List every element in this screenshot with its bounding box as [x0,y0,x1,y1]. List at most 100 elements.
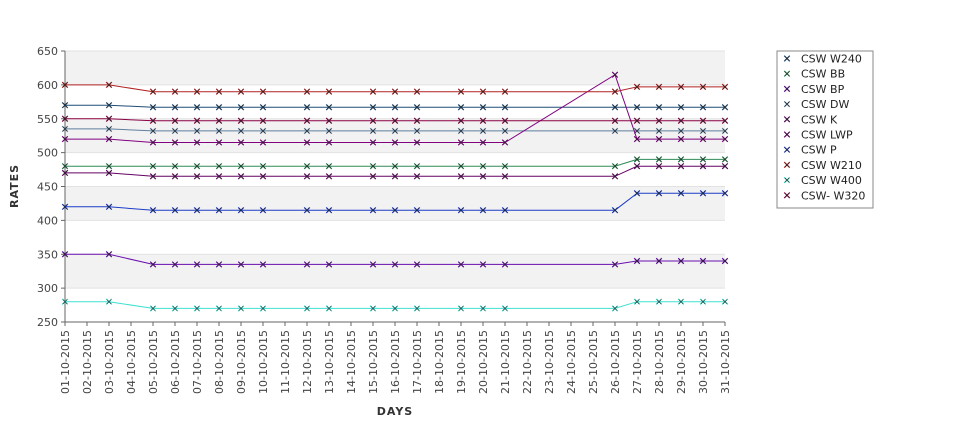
legend-item: CSW BP [783,83,845,96]
grid-band [65,51,725,85]
data-point [633,83,641,91]
data-point [721,156,729,163]
y-tick-label: 650 [37,45,58,58]
data-point [61,203,69,211]
data-point [237,117,245,125]
data-point [413,127,421,135]
data-point [325,104,333,111]
data-point [171,139,179,146]
data-point [61,135,69,143]
data-point [699,156,707,163]
data-point [215,305,223,312]
data-point [479,206,487,214]
data-point [149,127,157,135]
data-point [61,115,69,122]
grid-band [65,220,725,255]
data-point [501,127,509,135]
data-point [721,104,729,111]
data-point [215,261,223,268]
data-point [391,305,399,312]
x-tick-label: 26-10-2015 [609,330,622,394]
series-line [65,73,725,143]
data-point [655,190,663,197]
data-point [237,104,245,111]
legend-marker [783,85,791,93]
data-point [413,162,421,170]
data-point [611,162,619,170]
data-point [193,206,201,214]
data-point [61,251,69,258]
series-9 [61,115,729,125]
data-point [699,298,707,305]
data-point [721,117,729,125]
data-point [325,127,333,135]
data-point [611,88,619,95]
legend-label: CSW LWP [801,129,853,142]
data-point [677,162,685,170]
data-point [699,162,707,170]
series-2 [61,251,729,268]
data-point [369,305,377,312]
legend-label: CSW- W320 [801,189,865,202]
legend-marker [783,161,791,169]
data-point [237,139,245,146]
x-tick-label: 23-10-2015 [543,330,556,394]
data-point [479,261,487,268]
data-point [413,139,421,146]
data-point [149,206,157,214]
x-axis-label: DAYS [377,405,413,418]
legend-label: CSW DW [801,98,850,111]
data-point [61,101,69,109]
x-tick-label: 05-10-2015 [147,330,160,394]
data-point [699,104,707,111]
series-7 [61,81,729,95]
x-tick-labels: 01-10-2015 02-10-2015 03-10-2015 04-10-2015… [59,330,732,394]
series-6 [61,190,729,214]
x-tick-label: 03-10-2015 [103,330,116,394]
data-point [149,261,157,268]
data-point [413,305,421,312]
data-point [501,206,509,214]
series-5 [61,71,729,146]
y-tick-label: 350 [37,248,58,261]
legend-label: CSW BP [801,83,845,96]
data-point [633,257,641,265]
data-point [61,298,69,305]
data-point [413,88,421,95]
data-point [61,81,69,89]
data-point [501,173,509,180]
data-point [369,104,377,111]
x-tick-label: 16-10-2015 [389,330,402,394]
x-tick-label: 22-10-2015 [521,330,534,394]
data-point [391,173,399,180]
data-point [105,251,113,258]
x-tick-label: 31-10-2015 [719,330,732,394]
legend-marker [783,192,791,199]
x-tick-label: 06-10-2015 [169,330,182,394]
data-point [193,127,201,135]
data-point [677,83,685,91]
data-point [193,117,201,125]
data-point [677,117,685,125]
y-tick-label: 550 [37,113,58,126]
grid-band [65,186,725,221]
legend-item: CSW W210 [783,159,862,172]
x-tick-label: 04-10-2015 [125,330,138,394]
x-tick-label: 24-10-2015 [565,330,578,394]
data-point [259,261,267,268]
grid-band [65,254,725,289]
grid-band [65,118,725,153]
data-point [105,81,113,89]
data-point [479,173,487,180]
data-point [721,135,729,143]
data-point [391,261,399,268]
data-point [457,104,465,111]
data-point [699,83,707,91]
data-point [303,173,311,180]
data-point [171,117,179,125]
data-point [369,206,377,214]
legend-item: CSW DW [783,98,850,111]
data-point [237,305,245,312]
legend-label: CSW K [801,113,838,126]
legend-label: CSW BB [801,68,845,81]
